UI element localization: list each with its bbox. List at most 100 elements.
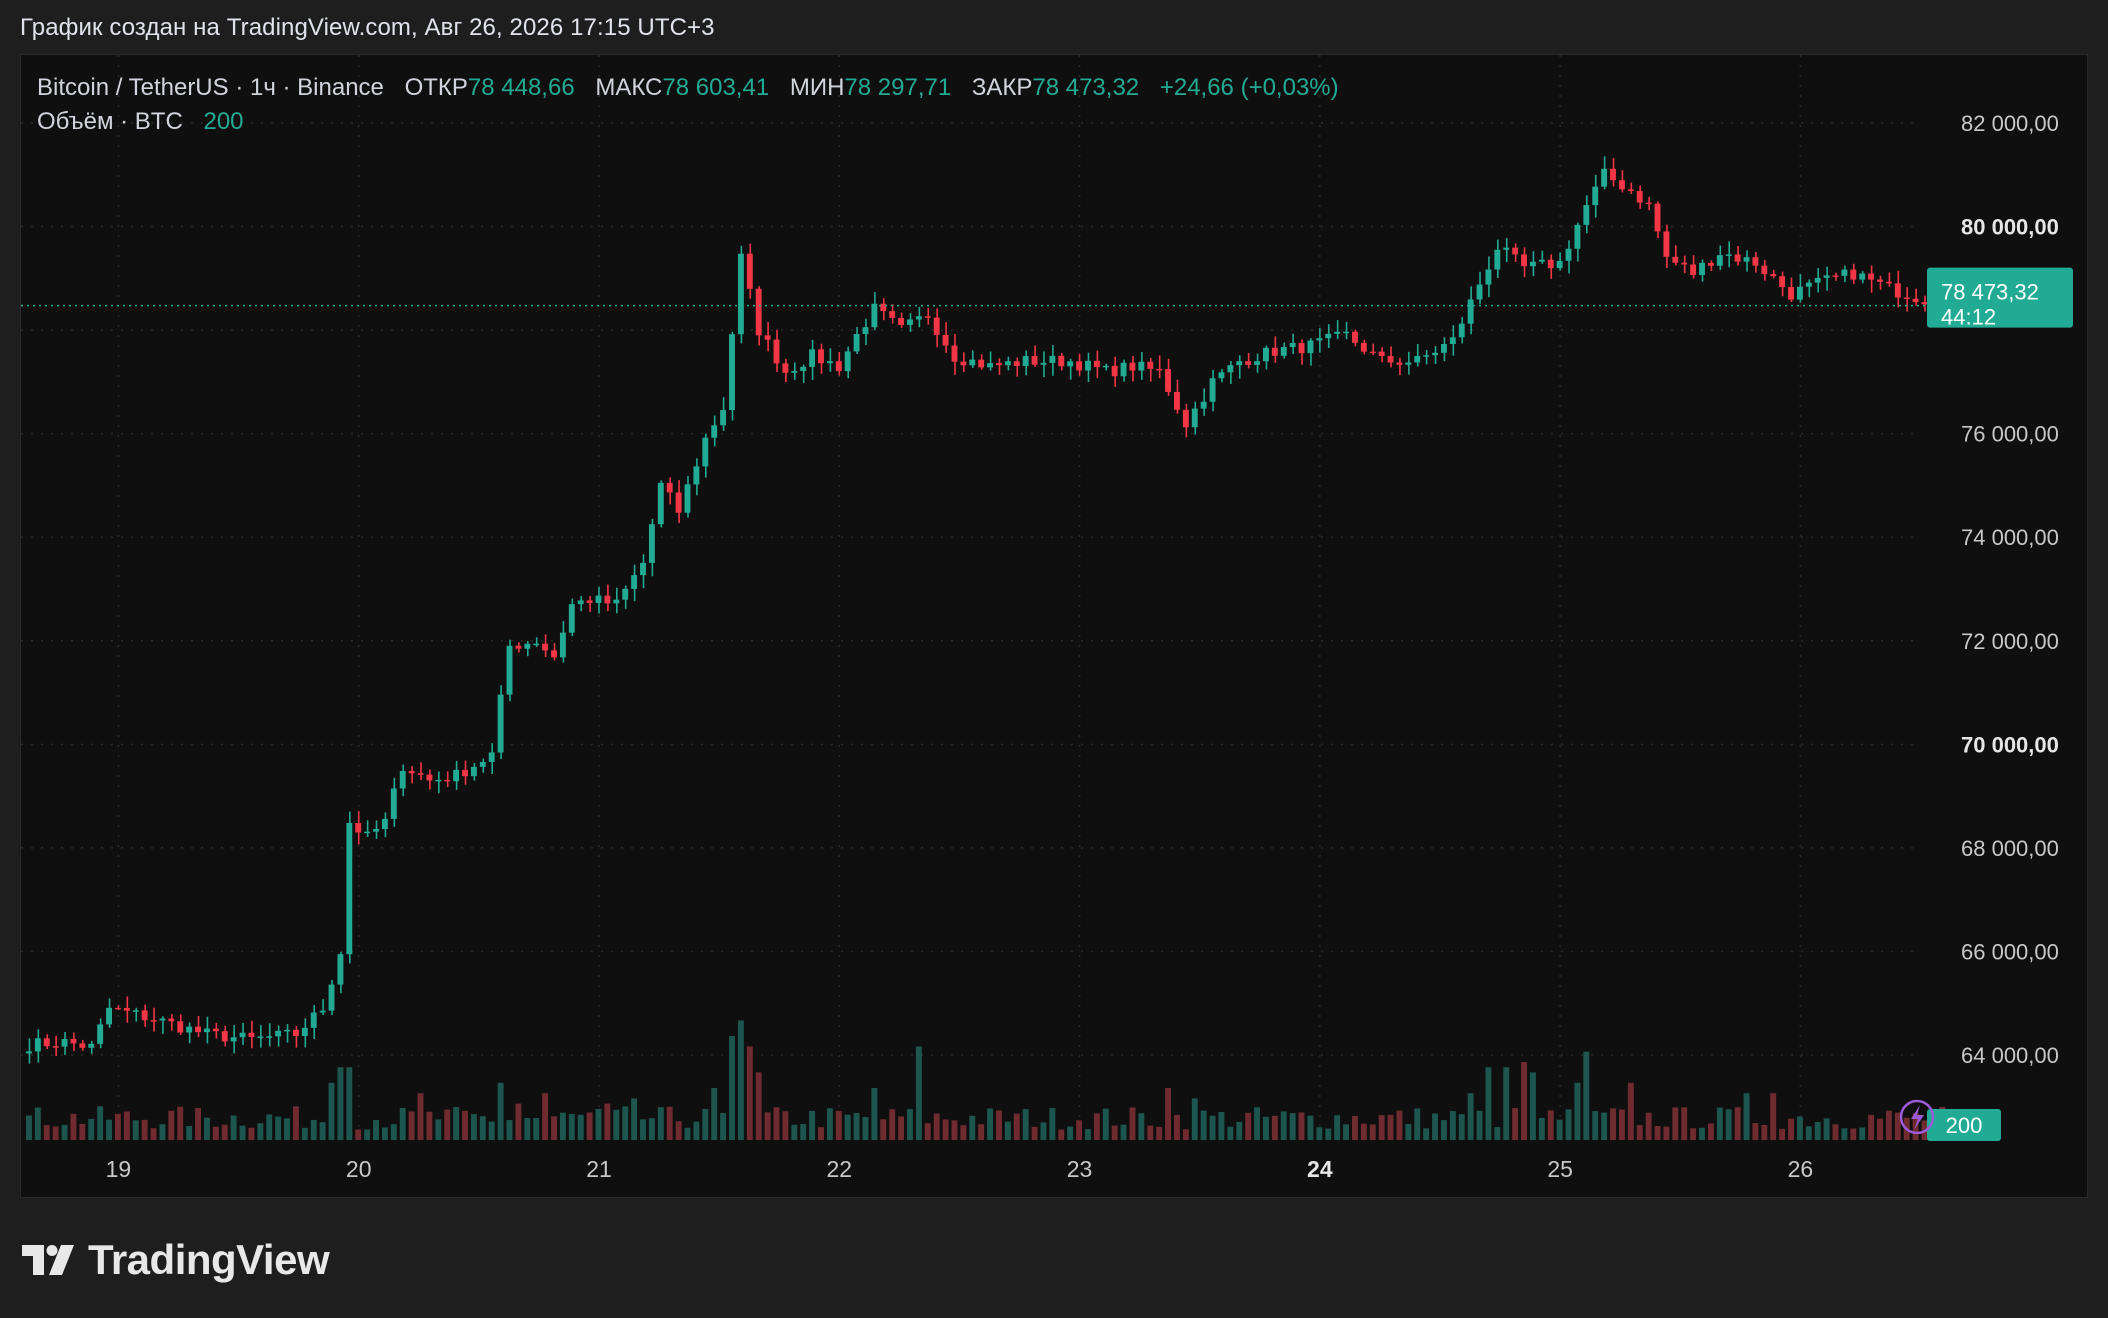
candle-body: [390, 788, 397, 819]
volume-bar: [1805, 1126, 1812, 1140]
volume-bar: [711, 1088, 718, 1140]
volume-bar: [1885, 1110, 1892, 1140]
chart-caption: График создан на TradingView.com, Авг 26…: [20, 14, 715, 41]
close-value: 78 473,32: [1032, 74, 1140, 101]
candle-body: [533, 643, 540, 646]
volume-label[interactable]: Объём · BTC: [37, 108, 183, 135]
candle-body: [159, 1018, 166, 1021]
candle-body: [515, 645, 522, 649]
volume-bar: [453, 1107, 460, 1140]
candle-body: [1236, 361, 1243, 366]
candle-body: [230, 1037, 237, 1042]
volume-bar: [275, 1116, 282, 1140]
candle-body: [1298, 342, 1305, 354]
symbol-label[interactable]: Bitcoin / TetherUS · 1ч · Binance: [37, 74, 384, 101]
volume-badge[interactable]: [1927, 1109, 2001, 1141]
volume-bar: [88, 1118, 95, 1140]
candle-body: [1165, 369, 1172, 392]
candle-body: [1245, 361, 1252, 365]
volume-bar: [1538, 1117, 1545, 1140]
volume-bar: [1618, 1109, 1625, 1140]
volume-bar: [1156, 1126, 1163, 1140]
candle-body: [1699, 262, 1705, 276]
volume-bar: [1405, 1123, 1412, 1140]
volume-bar: [835, 1110, 842, 1140]
volume-bar: [1796, 1116, 1803, 1140]
volume-bar: [1263, 1116, 1269, 1140]
candle-body: [123, 1007, 130, 1011]
candle-body: [1921, 302, 1928, 305]
volume-bar: [426, 1111, 433, 1140]
countdown-label: 44:12: [1941, 305, 1996, 330]
volume-bar: [933, 1113, 940, 1140]
volume-bar: [497, 1082, 504, 1140]
candle-body: [1547, 259, 1554, 269]
volume-bar: [1174, 1114, 1180, 1140]
chart-panel[interactable]: 64 000,00 66 000,00 68 000,00 70 000,00 72 0…: [20, 54, 2088, 1198]
candle-body: [150, 1020, 157, 1022]
volume-bar: [1165, 1088, 1172, 1140]
volume-bar: [1485, 1067, 1492, 1140]
candle-body: [782, 363, 789, 373]
candle-body: [79, 1043, 86, 1048]
candle-body: [791, 371, 798, 373]
volume-bar: [230, 1115, 237, 1140]
candle-body: [497, 694, 504, 753]
volume-bar: [791, 1124, 798, 1140]
candle-body: [907, 319, 913, 325]
price-tick-label: 74 000,00: [1961, 525, 2059, 550]
candle-body: [1903, 297, 1910, 300]
volume-bar: [640, 1119, 646, 1140]
volume-bar: [257, 1123, 264, 1140]
candle-body: [898, 317, 905, 325]
volume-bar: [1138, 1113, 1145, 1140]
volume-bar: [177, 1106, 184, 1140]
volume-bar: [1707, 1123, 1714, 1140]
candle-body: [1796, 286, 1803, 300]
lightning-icon[interactable]: [1899, 1099, 1935, 1135]
volume-bar: [1521, 1062, 1527, 1140]
price-chart[interactable]: 64 000,00 66 000,00 68 000,00 70 000,00 72 0…: [21, 55, 2087, 1197]
volume-bar: [622, 1106, 629, 1140]
candle-body: [1458, 323, 1465, 338]
candle-body: [773, 339, 780, 364]
tradingview-logo-icon: [22, 1245, 74, 1275]
candle-body: [132, 1010, 139, 1012]
volume-bar: [996, 1110, 1002, 1140]
candle-body: [1868, 273, 1875, 280]
candle-body: [1191, 408, 1198, 428]
volume-bar: [106, 1119, 112, 1140]
current-price-badge[interactable]: [1927, 267, 2073, 328]
volume-bar: [942, 1119, 949, 1140]
volume-bar: [613, 1109, 620, 1140]
low-label: МИН: [789, 74, 845, 101]
volume-bar: [488, 1121, 495, 1140]
volume-bar: [604, 1103, 611, 1140]
candle-body: [506, 645, 513, 695]
volume-bar: [693, 1121, 700, 1140]
tradingview-logo[interactable]: TradingView: [22, 1236, 330, 1284]
candle-body: [292, 1029, 299, 1037]
volume-bar: [435, 1119, 442, 1140]
candle-body: [266, 1036, 273, 1038]
candle-body: [996, 363, 1002, 366]
volume-bar: [1307, 1115, 1314, 1140]
volume-bar: [898, 1116, 905, 1140]
volume-bar: [880, 1119, 887, 1140]
volume-bar: [43, 1125, 50, 1140]
candle-body: [106, 1007, 112, 1025]
candle-body: [212, 1028, 219, 1032]
candle-body: [1058, 355, 1065, 367]
candle-body: [70, 1038, 77, 1044]
volume-bar: [1476, 1110, 1483, 1140]
volume-bar: [1877, 1118, 1883, 1140]
candle-body: [729, 334, 735, 411]
candle-body: [613, 599, 620, 604]
candle-body: [1334, 331, 1341, 334]
candle-body: [1325, 333, 1332, 339]
candle-body: [1022, 356, 1029, 366]
volume-bar: [195, 1107, 201, 1140]
candle-body: [177, 1021, 184, 1033]
candle-body: [1859, 273, 1866, 280]
volume-bar: [1779, 1128, 1786, 1140]
